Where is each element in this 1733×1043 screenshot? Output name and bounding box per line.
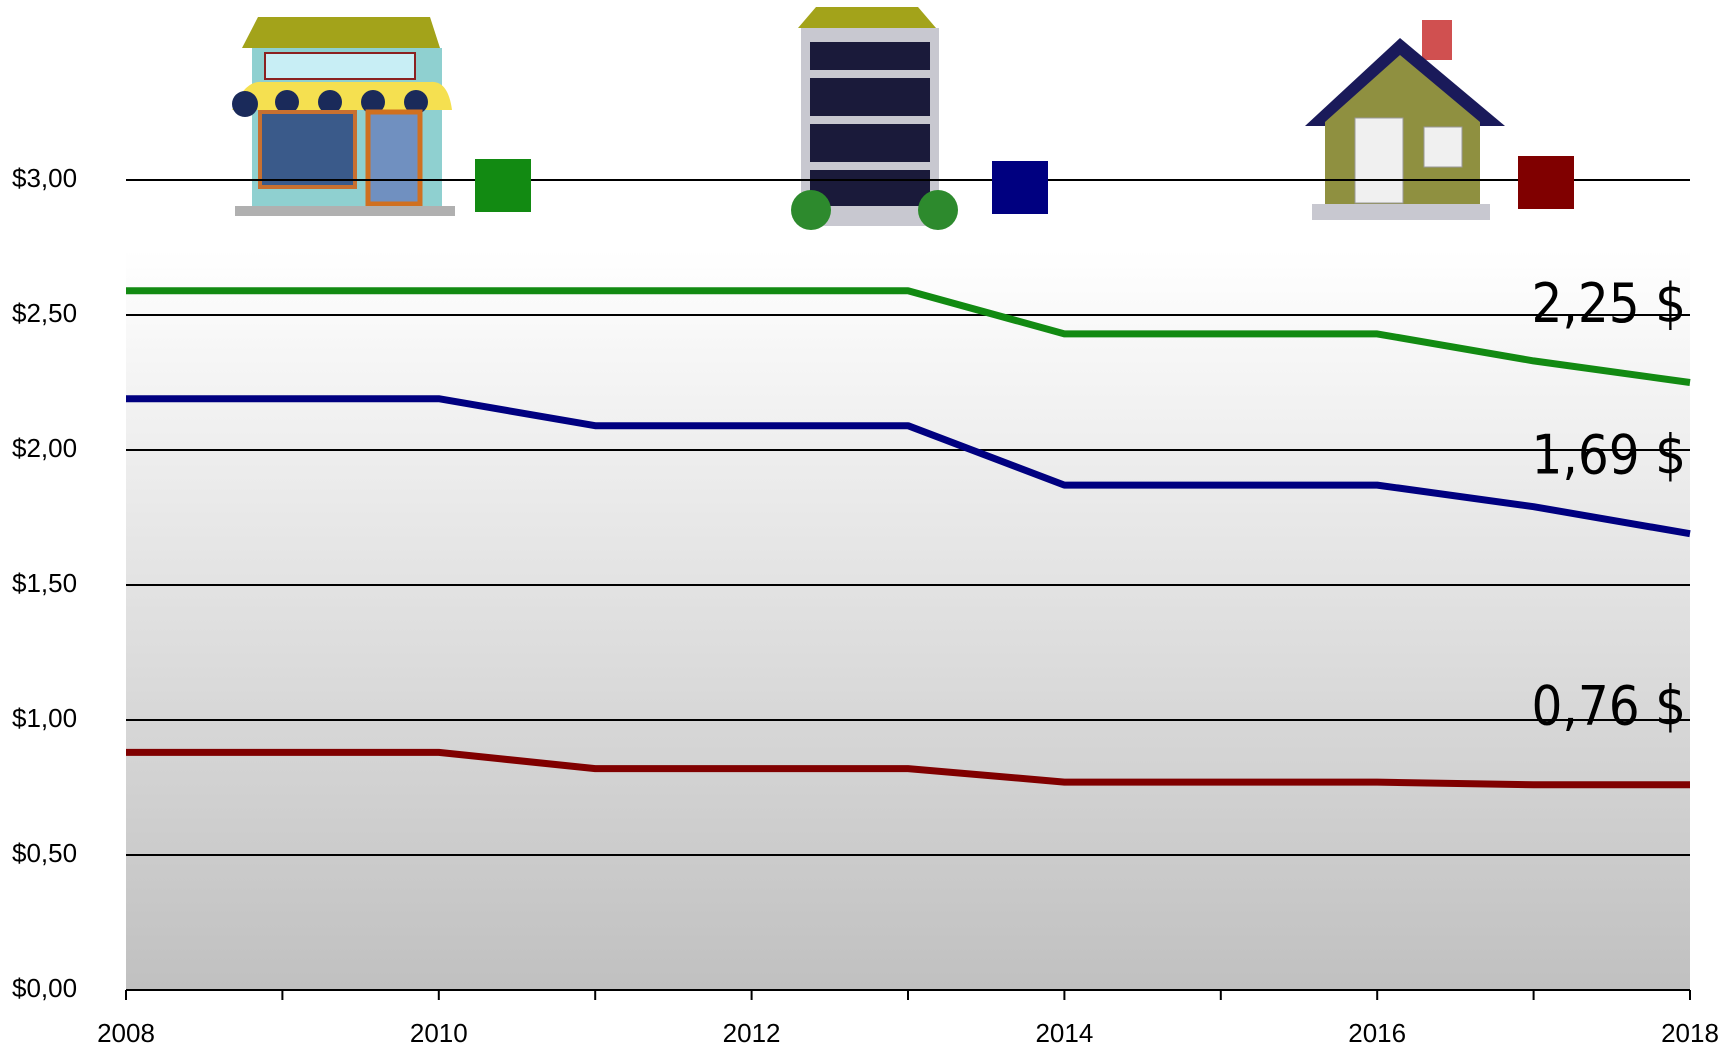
x-tick-label: 2014 [1035,1018,1093,1043]
plot-background [126,250,1690,990]
y-tick-label: $0,50 [12,838,77,868]
y-tick-label: $2,00 [12,433,77,463]
y-tick-label: $2,50 [12,298,77,328]
series-line [126,748,1690,789]
x-tick-label: 2010 [410,1018,468,1043]
value-label: 1,69 $ [1532,423,1686,486]
x-tick-label: 2016 [1348,1018,1406,1043]
x-tick-label: 2018 [1661,1018,1719,1043]
y-tick-label: $1,00 [12,703,77,733]
legend-swatch [475,159,531,212]
legend-swatch [992,161,1048,214]
value-label: 2,25 $ [1532,272,1686,335]
x-tick-label: 2008 [97,1018,155,1043]
y-tick-label: $3,00 [12,163,77,193]
office-icon [791,7,958,230]
x-tick-label: 2012 [723,1018,781,1043]
house-icon [1305,20,1505,220]
y-tick-label: $1,50 [12,568,77,598]
store-icon [232,17,455,216]
legend-swatch [1518,156,1574,209]
series-line [126,287,1691,386]
value-label: 0,76 $ [1532,674,1686,737]
y-tick-label: $0,00 [12,973,77,1003]
series-line [126,395,1691,538]
